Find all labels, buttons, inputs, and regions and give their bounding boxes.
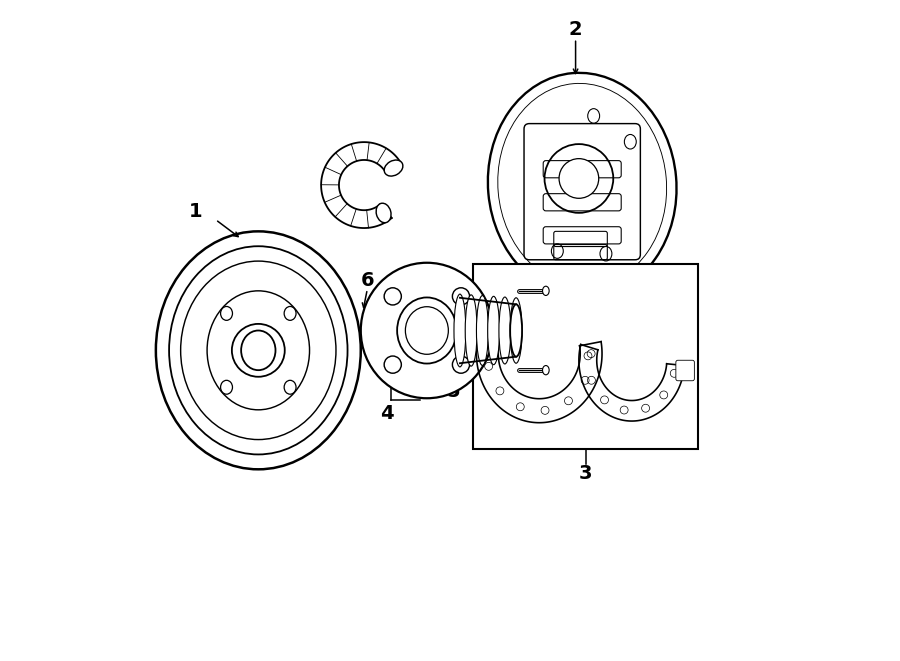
Text: 2: 2 [569,20,582,39]
Ellipse shape [488,73,677,297]
Circle shape [384,356,401,373]
Ellipse shape [488,296,500,365]
Text: 6: 6 [361,272,374,290]
Ellipse shape [499,297,511,364]
Circle shape [453,288,470,305]
Ellipse shape [510,297,522,364]
Text: 5: 5 [446,382,460,401]
Text: 4: 4 [381,404,394,422]
Text: 1: 1 [189,202,202,221]
Ellipse shape [169,247,347,455]
Ellipse shape [454,294,466,367]
Polygon shape [579,344,685,421]
Circle shape [559,159,598,198]
Ellipse shape [361,262,493,398]
Ellipse shape [405,307,448,354]
Ellipse shape [543,366,549,375]
Ellipse shape [384,160,403,176]
Circle shape [384,288,401,305]
Bar [473,264,698,449]
Ellipse shape [376,203,392,223]
Polygon shape [321,142,401,228]
Circle shape [453,356,470,373]
Text: 3: 3 [579,465,592,483]
FancyBboxPatch shape [470,315,495,334]
Circle shape [544,144,613,213]
Ellipse shape [476,295,489,366]
Ellipse shape [397,297,456,364]
Ellipse shape [510,304,522,357]
FancyBboxPatch shape [524,124,641,260]
Ellipse shape [465,295,477,366]
Polygon shape [476,325,602,422]
FancyBboxPatch shape [676,360,695,381]
Ellipse shape [543,286,549,295]
